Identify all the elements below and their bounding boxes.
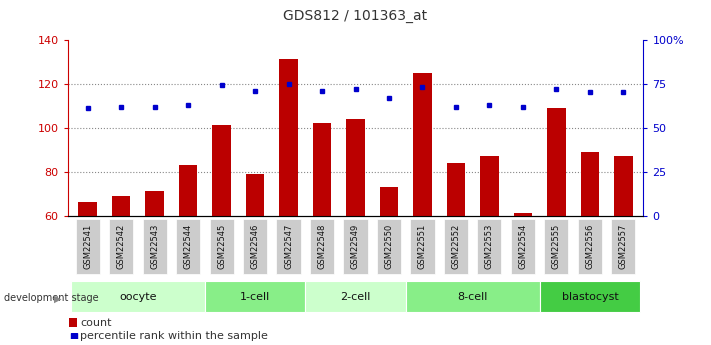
Text: GDS812 / 101363_at: GDS812 / 101363_at xyxy=(284,9,427,23)
FancyBboxPatch shape xyxy=(377,219,401,274)
FancyBboxPatch shape xyxy=(277,219,301,274)
Text: blastocyst: blastocyst xyxy=(562,292,619,302)
Bar xyxy=(447,163,465,216)
Text: GSM22545: GSM22545 xyxy=(217,224,226,269)
Bar xyxy=(246,174,264,216)
Bar xyxy=(313,123,331,216)
Text: GSM22551: GSM22551 xyxy=(418,224,427,269)
Text: GSM22552: GSM22552 xyxy=(451,224,461,269)
FancyBboxPatch shape xyxy=(578,219,602,274)
FancyBboxPatch shape xyxy=(142,219,166,274)
Bar xyxy=(380,187,398,216)
Text: GSM22546: GSM22546 xyxy=(250,224,260,269)
Bar xyxy=(112,196,130,216)
FancyBboxPatch shape xyxy=(243,219,267,274)
Text: GSM22554: GSM22554 xyxy=(518,224,528,269)
Text: development stage: development stage xyxy=(4,294,98,303)
Text: GSM22556: GSM22556 xyxy=(585,224,594,269)
Text: GSM22544: GSM22544 xyxy=(183,224,193,269)
FancyBboxPatch shape xyxy=(545,219,569,274)
FancyBboxPatch shape xyxy=(511,219,535,274)
Text: 2-cell: 2-cell xyxy=(341,292,370,302)
Bar xyxy=(145,191,164,216)
FancyBboxPatch shape xyxy=(477,219,501,274)
FancyBboxPatch shape xyxy=(444,219,468,274)
Text: GSM22553: GSM22553 xyxy=(485,224,494,269)
Text: oocyte: oocyte xyxy=(119,292,156,302)
Bar xyxy=(279,59,298,216)
Bar xyxy=(547,108,566,216)
Text: GSM22557: GSM22557 xyxy=(619,224,628,269)
Text: GSM22549: GSM22549 xyxy=(351,224,360,269)
Bar xyxy=(179,165,197,216)
Text: GSM22550: GSM22550 xyxy=(385,224,393,269)
Bar xyxy=(78,203,97,216)
Text: GSM22543: GSM22543 xyxy=(150,224,159,269)
Bar xyxy=(581,152,599,216)
Text: GSM22542: GSM22542 xyxy=(117,224,126,269)
FancyBboxPatch shape xyxy=(71,281,205,312)
Text: GSM22541: GSM22541 xyxy=(83,224,92,269)
Text: GSM22548: GSM22548 xyxy=(318,224,326,269)
Bar xyxy=(614,156,633,216)
FancyBboxPatch shape xyxy=(75,219,100,274)
Text: 1-cell: 1-cell xyxy=(240,292,270,302)
Bar xyxy=(413,73,432,216)
FancyBboxPatch shape xyxy=(343,219,368,274)
Text: ▶: ▶ xyxy=(54,294,62,303)
Bar xyxy=(213,126,231,216)
Bar xyxy=(346,119,365,216)
FancyBboxPatch shape xyxy=(406,281,540,312)
FancyBboxPatch shape xyxy=(305,281,406,312)
FancyBboxPatch shape xyxy=(310,219,334,274)
Text: 8-cell: 8-cell xyxy=(457,292,488,302)
Text: GSM22547: GSM22547 xyxy=(284,224,293,269)
FancyBboxPatch shape xyxy=(176,219,200,274)
Bar xyxy=(480,156,498,216)
Text: GSM22555: GSM22555 xyxy=(552,224,561,269)
FancyBboxPatch shape xyxy=(540,281,640,312)
FancyBboxPatch shape xyxy=(611,219,636,274)
FancyBboxPatch shape xyxy=(210,219,234,274)
Text: count: count xyxy=(80,318,112,327)
Bar xyxy=(514,214,532,216)
FancyBboxPatch shape xyxy=(109,219,133,274)
Text: percentile rank within the sample: percentile rank within the sample xyxy=(80,331,268,341)
FancyBboxPatch shape xyxy=(205,281,305,312)
FancyBboxPatch shape xyxy=(410,219,434,274)
